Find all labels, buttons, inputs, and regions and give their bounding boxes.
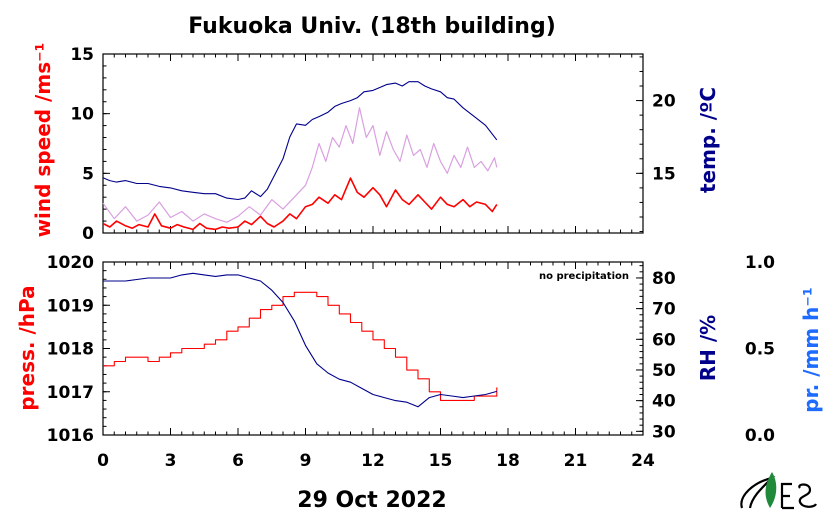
right-tick-label: 15 xyxy=(652,164,676,184)
upper-frame xyxy=(102,53,644,234)
humidity-line xyxy=(103,272,497,408)
right-tick-label: 50 xyxy=(652,361,676,381)
temperature-line xyxy=(102,81,498,201)
logo-leaf-icon xyxy=(765,472,777,508)
lower-panel: 0 3 6 9 12 15 18 21 24 1016 1017 1018 1019 1020 30 40 50… xyxy=(47,253,775,471)
lower-right-axis-label: RH /% xyxy=(696,315,720,381)
x-tick-label: 9 xyxy=(300,451,312,471)
x-tick-label: 18 xyxy=(496,451,520,471)
logo-lettering xyxy=(780,482,817,510)
x-tick-label: 6 xyxy=(232,451,244,471)
right-tick-label: 40 xyxy=(652,392,676,412)
left-tick-label: 10 xyxy=(70,105,94,125)
no-precipitation-note: no precipitation xyxy=(539,271,629,282)
lower-left-axis-label: press. /hPa xyxy=(15,285,39,410)
x-tick-label: 21 xyxy=(564,451,588,471)
right-tick-label: 30 xyxy=(652,422,676,442)
wind-gust-line xyxy=(102,107,498,223)
x-tick-label: 24 xyxy=(631,451,655,471)
upper-panel: 0 5 10 15 15 20 xyxy=(70,45,676,244)
left-tick-label: 0 xyxy=(82,224,94,244)
right-tick-label: 70 xyxy=(652,300,676,320)
precip-axis-label: pr. /mm h⁻¹ xyxy=(799,287,823,412)
right-tick-label: 60 xyxy=(652,330,676,350)
chart-title: Fukuoka Univ. (18th building) xyxy=(188,14,556,39)
right-tick-label: 80 xyxy=(652,269,676,289)
left-tick-label: 15 xyxy=(70,45,94,65)
logo xyxy=(740,472,817,510)
left-tick-label: 1019 xyxy=(47,296,94,316)
date-label: 29 Oct 2022 xyxy=(297,488,446,513)
x-tick-label: 3 xyxy=(165,451,177,471)
upper-left-axis-label: wind speed /ms⁻¹ xyxy=(31,43,55,238)
left-tick-label: 1016 xyxy=(47,426,94,446)
left-tick-label: 5 xyxy=(82,164,94,184)
precip-tick-label: 0.0 xyxy=(745,426,775,446)
upper-right-axis-label: temp. /ºC xyxy=(696,87,720,193)
x-tick-label: 15 xyxy=(429,451,453,471)
left-tick-label: 1017 xyxy=(47,383,94,403)
pressure-line xyxy=(103,291,498,401)
precip-tick-label: 0.5 xyxy=(745,340,775,360)
wind-mean-line xyxy=(102,177,498,231)
x-tick-label: 12 xyxy=(361,451,385,471)
right-tick-label: 20 xyxy=(652,92,676,112)
left-tick-label: 1018 xyxy=(47,340,94,360)
x-tick-label: 0 xyxy=(97,451,109,471)
left-tick-label: 1020 xyxy=(47,253,94,273)
precip-tick-label: 1.0 xyxy=(745,253,775,273)
